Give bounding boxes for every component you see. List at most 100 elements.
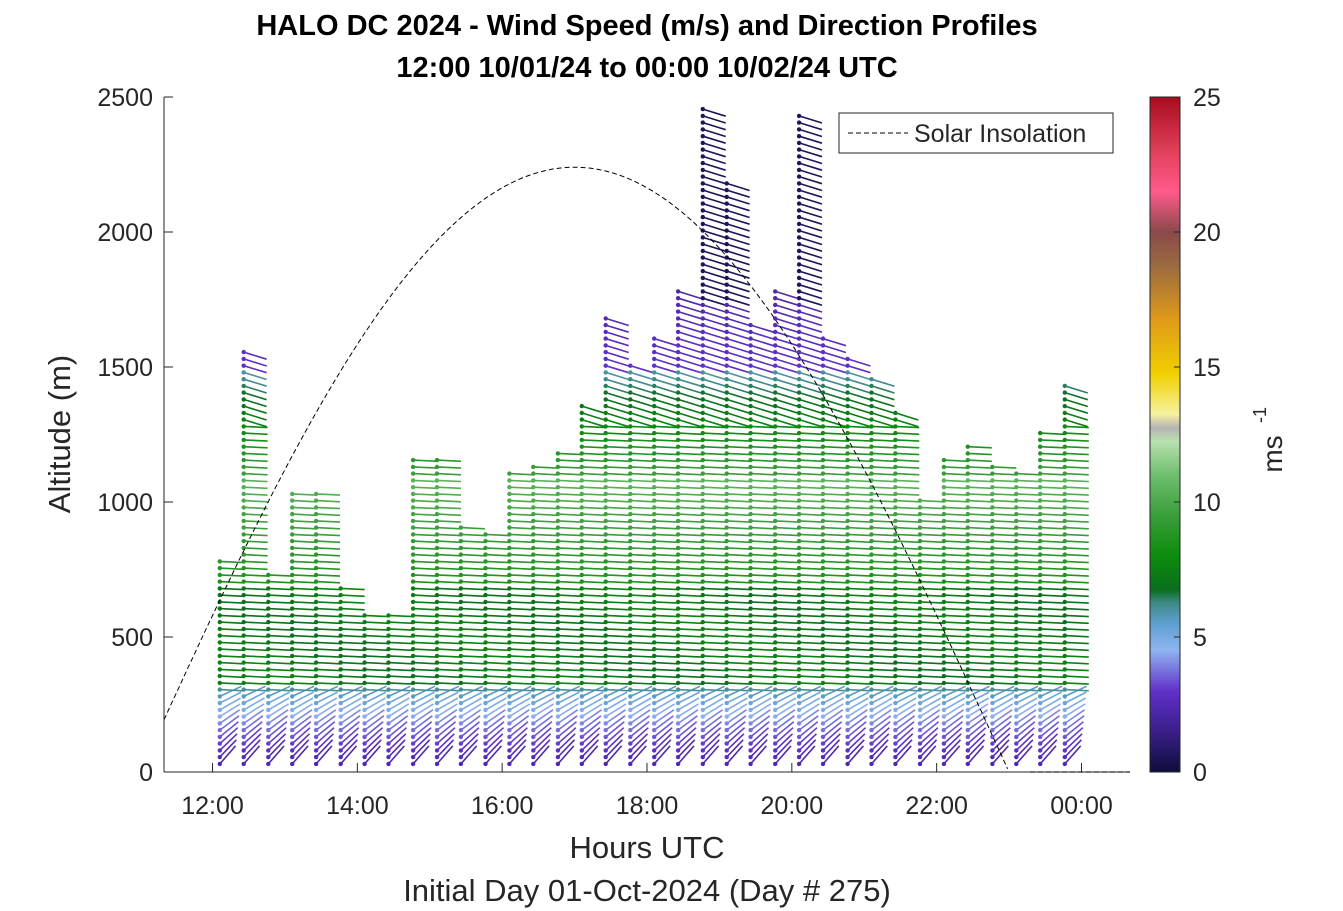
wind-barb — [557, 493, 582, 496]
wind-barb — [967, 675, 992, 679]
wind-barb — [702, 324, 726, 333]
wind-barb-point — [410, 619, 416, 625]
wind-barb-point — [652, 451, 657, 456]
wind-barb — [268, 614, 293, 618]
wind-barb — [1064, 688, 1089, 692]
wind-barb-point — [675, 586, 681, 591]
wind-barb — [605, 641, 630, 645]
wind-barb-point — [796, 640, 802, 645]
wind-barb-point — [700, 572, 705, 578]
wind-barb — [509, 668, 534, 672]
wind-barb-point — [724, 640, 729, 645]
wind-barb-point — [386, 714, 391, 719]
wind-barb — [943, 601, 968, 604]
wind-barb-point — [965, 599, 970, 605]
wind-barb — [919, 641, 945, 645]
wind-barb — [702, 560, 727, 564]
wind-barb — [895, 691, 918, 704]
wind-barb-point — [796, 511, 802, 517]
wind-barb — [581, 580, 606, 584]
wind-barb-point — [893, 525, 898, 530]
wind-barb-point — [579, 660, 584, 665]
wind-barb-point — [1038, 633, 1043, 638]
wind-barb-point — [845, 491, 850, 497]
wind-barb-point — [458, 660, 464, 665]
wind-barb — [847, 655, 872, 658]
wind-barb — [798, 283, 823, 293]
wind-barb — [630, 412, 654, 421]
wind-barb — [775, 574, 800, 577]
wind-barb — [1016, 648, 1041, 652]
wind-barb-point — [483, 572, 488, 578]
wind-barb-point — [773, 410, 778, 416]
wind-barb — [363, 745, 382, 765]
wind-barb — [557, 567, 582, 571]
wind-barb — [292, 641, 317, 645]
wind-barb — [798, 297, 823, 306]
wind-barb-point — [869, 653, 874, 659]
wind-barb — [775, 553, 800, 557]
wind-barb — [436, 739, 455, 758]
wind-barb-point — [628, 403, 633, 409]
wind-barb-point — [700, 370, 705, 375]
wind-barb — [557, 526, 582, 530]
wind-barb — [1016, 574, 1041, 577]
wind-barb — [605, 648, 630, 652]
wind-barb-point — [869, 410, 874, 416]
wind-barb-point — [410, 727, 416, 733]
wind-barb — [895, 425, 920, 429]
wind-barb — [654, 648, 679, 652]
wind-barb — [605, 553, 630, 557]
wind-barb — [316, 533, 341, 537]
wind-barb — [364, 721, 384, 738]
wind-barb-point — [965, 633, 970, 638]
wind-barb-point — [1038, 478, 1043, 483]
wind-barb-point — [217, 687, 222, 692]
wind-barb-point — [555, 606, 561, 611]
wind-barb — [798, 128, 823, 138]
wind-barb-point — [796, 478, 802, 483]
wind-barb-point — [724, 714, 729, 719]
wind-barb — [267, 733, 287, 751]
wind-barb-point — [555, 592, 561, 598]
wind-barb — [436, 621, 462, 625]
wind-barb-point — [965, 714, 970, 719]
wind-barb-point — [531, 646, 536, 652]
wind-barb-point — [313, 613, 319, 618]
wind-barb-point — [675, 619, 681, 625]
wind-barb — [557, 506, 582, 510]
wind-barb — [581, 499, 606, 503]
wind-barb — [436, 727, 456, 745]
wind-barb — [919, 739, 938, 758]
wind-barb — [847, 466, 872, 469]
wind-barb-point — [362, 673, 367, 679]
wind-barb — [895, 682, 920, 685]
wind-barb-point — [796, 700, 802, 706]
wind-barb-point — [652, 349, 657, 355]
wind-barb — [557, 682, 582, 685]
wind-barb — [750, 691, 773, 704]
wind-barb — [750, 466, 775, 469]
wind-barb — [1064, 553, 1089, 557]
wind-barb — [533, 601, 558, 604]
wind-barb — [243, 621, 268, 625]
wind-barb-point — [507, 532, 512, 537]
wind-barb-point — [990, 714, 995, 719]
wind-barb — [436, 567, 462, 571]
wind-barb — [1064, 493, 1089, 496]
wind-barb-point — [603, 417, 608, 422]
wind-barb-point — [893, 741, 898, 746]
wind-barb-point — [724, 228, 729, 233]
wind-barb — [557, 715, 578, 731]
wind-barb — [219, 688, 244, 692]
wind-barb — [533, 614, 558, 618]
wind-barb — [750, 607, 775, 611]
wind-barb-point — [290, 613, 295, 618]
wind-barb-point — [313, 552, 319, 557]
wind-barb-point — [628, 761, 633, 767]
wind-barb-point — [869, 761, 874, 767]
wind-barb-point — [700, 478, 705, 483]
wind-barb-point — [410, 572, 416, 578]
wind-barb — [774, 290, 799, 300]
wind-barb — [436, 721, 457, 738]
